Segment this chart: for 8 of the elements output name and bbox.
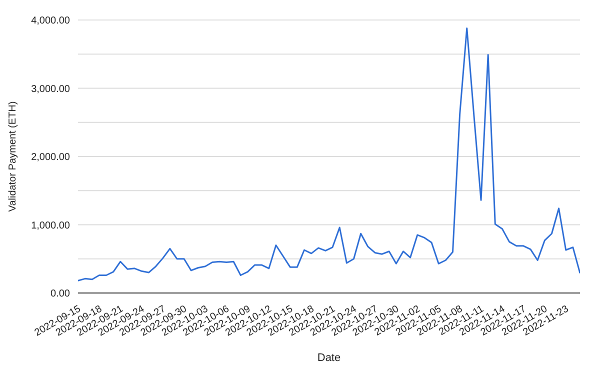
- y-tick-label: 2,000.00: [31, 152, 70, 164]
- y-axis-title: Validator Payment (ETH): [8, 101, 19, 212]
- y-tick-label: 1,000.00: [31, 220, 70, 232]
- x-axis-title: Date: [317, 352, 341, 364]
- y-tick-label: 3,000.00: [31, 84, 70, 95]
- y-tick-label: 4,000.00: [31, 16, 70, 27]
- line-series: [78, 27, 580, 282]
- y-tick-label: 0.00: [50, 288, 70, 300]
